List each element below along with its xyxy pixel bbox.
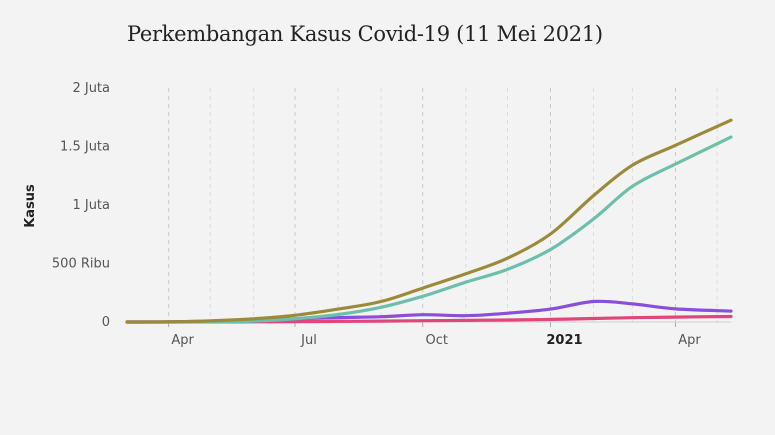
x-tick-label: Apr — [678, 333, 701, 348]
x-tick-label: Apr — [171, 333, 194, 348]
y-tick-label: 0 — [102, 315, 110, 330]
grid-lines — [168, 88, 718, 322]
x-tick-label: 2021 — [546, 333, 582, 348]
y-tick-label: 1 Juta — [72, 198, 110, 213]
x-tick-label: Jul — [300, 333, 317, 348]
x-axis-ticks: Apr Jul Oct 2021 Apr — [168, 322, 701, 348]
y-tick-label: 2 Juta — [72, 81, 110, 96]
series-line — [125, 135, 733, 324]
y-tick-label: 500 Ribu — [52, 257, 110, 272]
x-tick-label: Oct — [426, 333, 448, 348]
series-lines — [125, 118, 733, 324]
y-tick-label: 1.5 Juta — [60, 140, 110, 155]
chart-title: Perkembangan Kasus Covid-19 (11 Mei 2021… — [127, 22, 603, 46]
series-line — [125, 118, 733, 324]
y-axis-label: Kasus — [23, 184, 38, 228]
y-axis-ticks: 0 500 Ribu 1 Juta 1.5 Juta 2 Juta — [52, 81, 110, 330]
